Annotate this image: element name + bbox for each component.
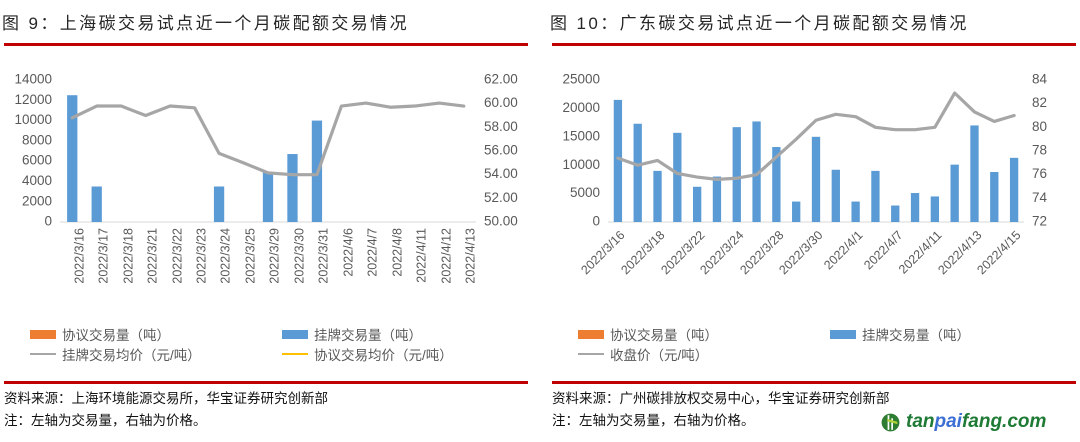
svg-text:78: 78: [1032, 143, 1047, 158]
svg-text:20000: 20000: [562, 100, 600, 115]
svg-text:10000: 10000: [562, 157, 600, 172]
svg-text:14000: 14000: [14, 72, 52, 87]
svg-text:60.00: 60.00: [484, 95, 518, 110]
svg-text:2000: 2000: [22, 193, 52, 208]
svg-text:82: 82: [1032, 95, 1047, 110]
svg-text:10000: 10000: [14, 112, 52, 127]
svg-text:25000: 25000: [562, 72, 600, 87]
svg-text:76: 76: [1032, 166, 1047, 181]
svg-text:5000: 5000: [570, 185, 600, 200]
svg-text:80: 80: [1032, 119, 1047, 134]
svg-text:52.00: 52.00: [484, 190, 518, 205]
svg-text:4000: 4000: [22, 173, 52, 188]
svg-text:12000: 12000: [14, 92, 52, 107]
svg-text:56.00: 56.00: [484, 143, 518, 158]
svg-text:8000: 8000: [22, 132, 52, 147]
svg-text:74: 74: [1032, 190, 1048, 205]
svg-text:58.00: 58.00: [484, 119, 518, 134]
svg-text:62.00: 62.00: [484, 72, 518, 87]
svg-text:15000: 15000: [562, 128, 600, 143]
svg-text:54.00: 54.00: [484, 166, 518, 181]
svg-text:6000: 6000: [22, 153, 52, 168]
svg-text:84: 84: [1032, 72, 1048, 87]
